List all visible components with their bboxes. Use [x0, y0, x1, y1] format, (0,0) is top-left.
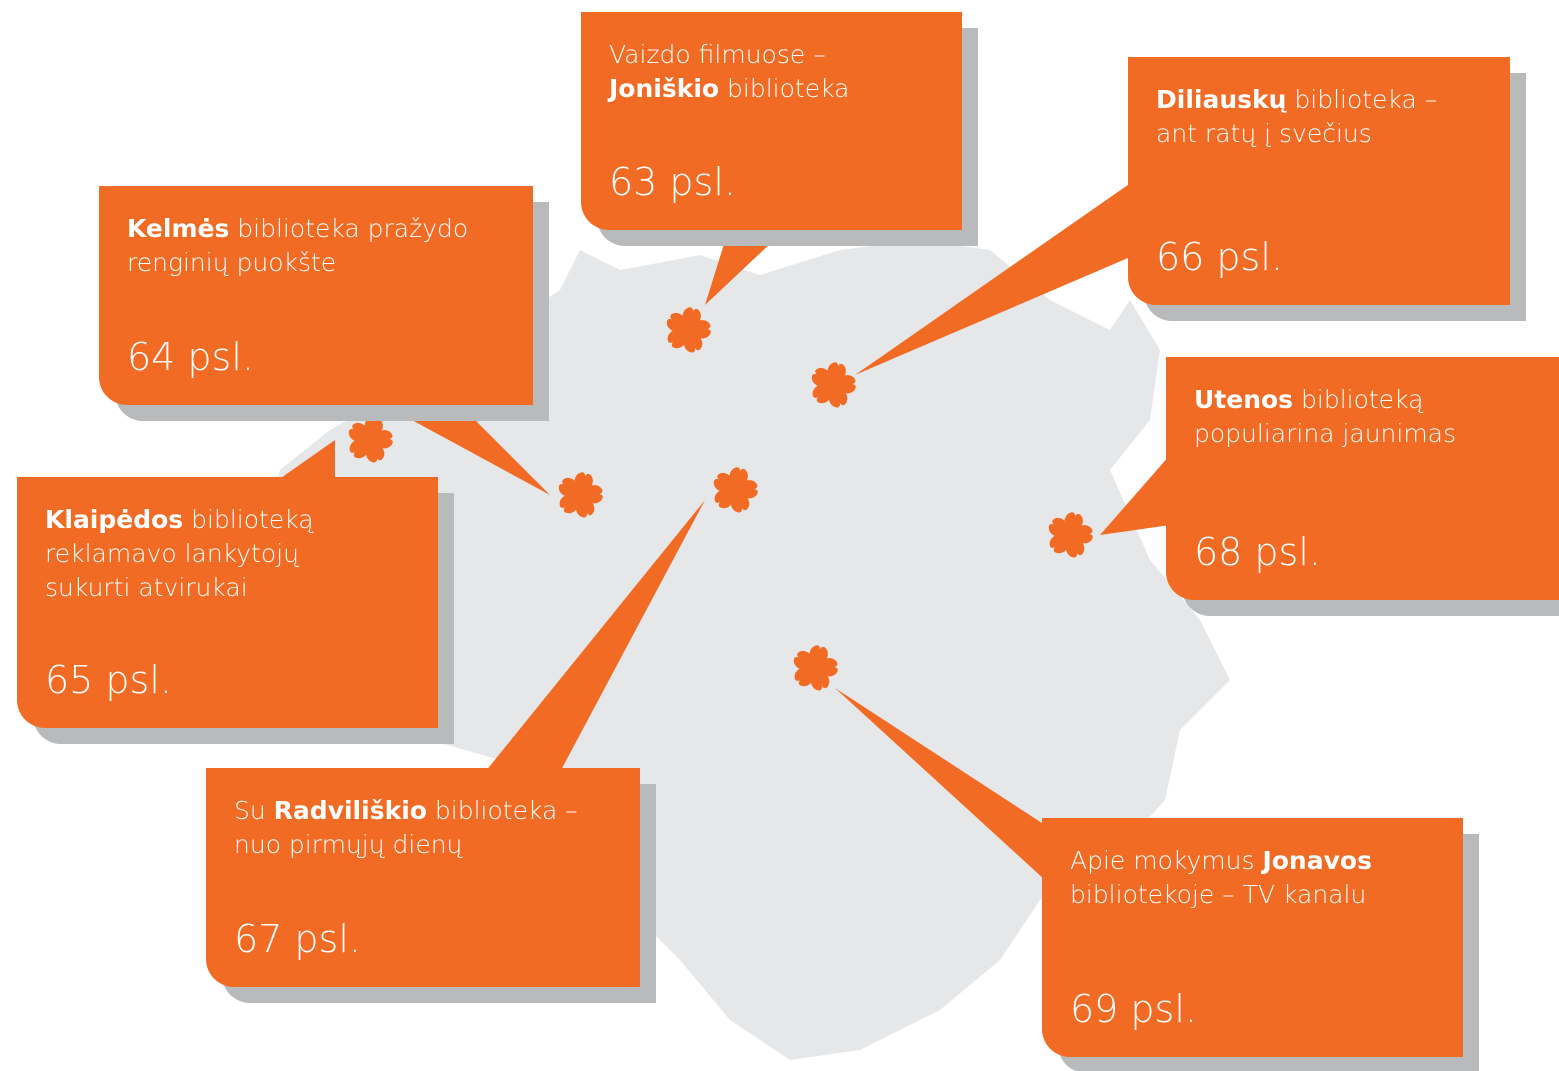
callout-line: Apie mokymus Jonavos	[1070, 844, 1435, 878]
callout-line: Su Radviliškio biblioteka –	[234, 794, 612, 828]
callout-line: sukurti atvirukai	[45, 571, 410, 605]
callout-text: biblioteką	[183, 505, 314, 534]
flower	[793, 645, 838, 691]
flower	[811, 362, 856, 408]
flower	[558, 472, 603, 518]
petal	[811, 367, 834, 388]
page-ref: 66 psl.	[1156, 235, 1283, 279]
petal	[683, 330, 703, 353]
pointer	[855, 180, 1135, 375]
page-ref: 68 psl.	[1194, 530, 1321, 574]
pointer	[278, 440, 335, 480]
petal	[794, 666, 816, 687]
callout-line: populiarina jaunimas	[1194, 417, 1531, 451]
petal	[714, 488, 736, 509]
callout-text: reklamavo lankytojų	[45, 539, 299, 568]
callout-text: renginių puokšte	[127, 248, 337, 277]
petal	[828, 385, 848, 408]
callout-line: renginių puokšte	[127, 246, 505, 280]
library-name: Diliauskų	[1156, 85, 1287, 114]
library-name: Joniškio	[609, 74, 720, 103]
callout-text: biblioteka –	[426, 796, 578, 825]
callout-line: Klaipėdos biblioteką	[45, 503, 410, 537]
map-shape	[265, 240, 1230, 1060]
petal	[1065, 535, 1085, 558]
pointer	[1100, 455, 1170, 535]
callout-text: populiarina jaunimas	[1194, 419, 1457, 448]
callout-box: Vaizdo filmuose – Joniškio biblioteka 63 p…	[581, 12, 962, 230]
petal	[349, 438, 371, 459]
petal	[558, 477, 581, 498]
page-ref: 64 psl.	[127, 335, 254, 379]
callout-line: Utenos biblioteką	[1194, 383, 1531, 417]
petal	[810, 668, 830, 691]
petal	[348, 422, 371, 443]
callout-text: sukurti atvirukai	[45, 573, 248, 602]
flower	[713, 467, 758, 513]
pointer	[375, 400, 550, 495]
callout-box: Kelmės biblioteka pražydo renginių puokšt…	[99, 186, 533, 405]
pointer	[485, 500, 705, 772]
petal	[1048, 517, 1071, 538]
callout-text: bibliotekoje – TV kanalu	[1070, 880, 1367, 909]
petal	[1049, 533, 1071, 554]
callout-text: Apie mokymus	[1070, 846, 1263, 875]
callout-box: Utenos biblioteką populiarina jaunimas 68 …	[1166, 357, 1559, 600]
flower	[666, 307, 711, 353]
callout-line: Vaizdo filmuose –	[609, 38, 934, 72]
callout-line: ant ratų į svečius	[1156, 117, 1482, 151]
page-ref: 63 psl.	[609, 160, 736, 204]
callout-text: biblioteka pražydo	[229, 214, 469, 243]
callout-text: biblioteką	[1293, 385, 1424, 414]
flower	[348, 417, 393, 463]
page-ref: 69 psl.	[1070, 987, 1197, 1031]
library-name: Radviliškio	[273, 796, 427, 825]
callout-box: Su Radviliškio biblioteka – nuo pirmųjų d…	[206, 768, 640, 987]
library-name: Jonavos	[1262, 846, 1372, 875]
petal	[812, 383, 834, 404]
petal	[793, 650, 816, 671]
petal	[730, 490, 750, 513]
callout-text: Su	[234, 796, 274, 825]
page-ref: 65 psl.	[45, 658, 172, 702]
pointer	[705, 225, 790, 305]
callout-box: Klaipėdos biblioteką reklamavo lankytojų s…	[17, 477, 438, 728]
callout-line: nuo pirmųjų dienų	[234, 828, 612, 862]
callout-line: Kelmės biblioteka pražydo	[127, 212, 505, 246]
flower	[1048, 512, 1093, 558]
callout-text: ant ratų į svečius	[1156, 119, 1372, 148]
petal	[667, 328, 689, 349]
library-name: Utenos	[1194, 385, 1294, 414]
callout-line: Diliauskų biblioteka –	[1156, 83, 1482, 117]
callout-line: Joniškio biblioteka	[609, 72, 934, 106]
petal	[666, 312, 689, 333]
callout-text: Vaizdo filmuose –	[609, 40, 826, 69]
pointers	[278, 180, 1170, 880]
callout-text: nuo pirmųjų dienų	[234, 830, 463, 859]
petal	[365, 440, 385, 463]
library-name: Klaipėdos	[45, 505, 184, 534]
petal	[713, 472, 736, 493]
flowers	[348, 307, 1093, 691]
callout-text: biblioteka –	[1286, 85, 1438, 114]
callout-box: Apie mokymus Jonavos bibliotekoje – TV ka…	[1042, 818, 1463, 1057]
page-ref: 67 psl.	[234, 917, 361, 961]
petal	[559, 493, 581, 514]
pointer	[835, 688, 1045, 880]
petal	[575, 495, 595, 518]
callout-box: Diliauskų biblioteka – ant ratų į svečius…	[1128, 57, 1510, 305]
callout-text: biblioteka	[719, 74, 850, 103]
callout-line: bibliotekoje – TV kanalu	[1070, 878, 1435, 912]
callout-line: reklamavo lankytojų	[45, 537, 410, 571]
library-name: Kelmės	[127, 214, 230, 243]
